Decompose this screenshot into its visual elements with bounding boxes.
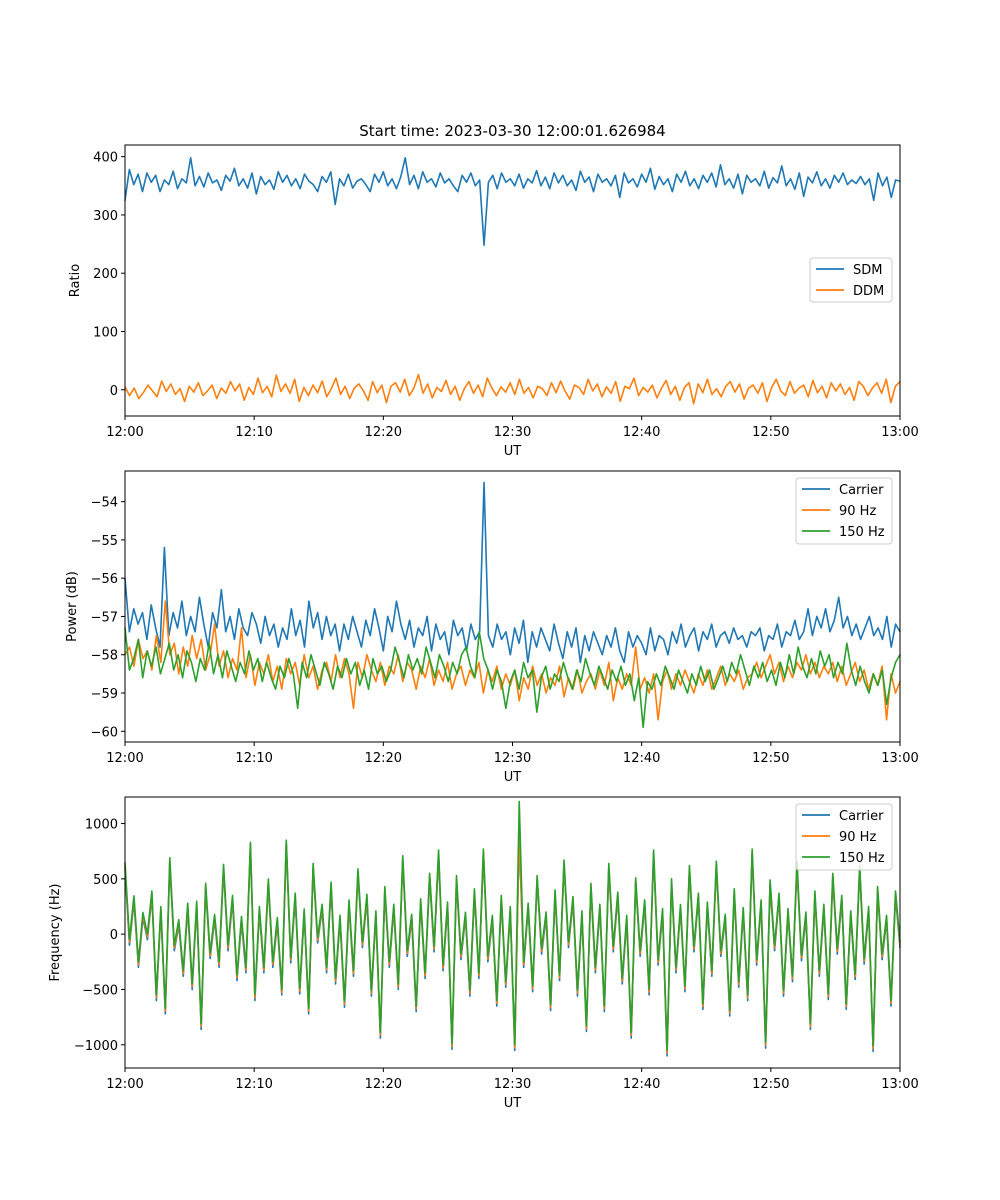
x-axis-label: UT <box>504 1096 522 1111</box>
legend-label: Carrier <box>839 483 884 498</box>
x-tick-label: 12:10 <box>235 751 272 766</box>
y-tick-label: 100 <box>93 325 118 340</box>
x-tick-label: 12:20 <box>365 425 402 440</box>
chart-title: Start time: 2023-03-30 12:00:01.626984 <box>359 122 665 140</box>
series-line-carrier <box>124 834 901 1057</box>
x-tick-label: 12:50 <box>752 425 789 440</box>
x-tick-label: 12:50 <box>752 1077 789 1092</box>
chart-panel-2: 12:00 12:10 12:20 12:30 12:40 12:50 13:00 UT −54… <box>65 470 919 785</box>
series-line-150-hz <box>124 800 901 1052</box>
x-tick-label: 12:30 <box>494 1077 531 1092</box>
legend-label: DDM <box>853 284 884 299</box>
series-line-90-hz <box>124 832 901 1054</box>
x-tick-label: 12:40 <box>623 751 660 766</box>
series-line-sdm <box>124 157 901 247</box>
legend-label: 90 Hz <box>839 830 876 845</box>
axes-frame <box>124 470 901 743</box>
x-axis-label: UT <box>504 444 522 459</box>
y-tick-label: −500 <box>82 983 118 998</box>
legend-label: SDM <box>853 263 882 278</box>
x-tick-label: 12:20 <box>365 1077 402 1092</box>
x-tick-label: 12:00 <box>106 751 143 766</box>
y-tick-label: −56 <box>91 572 118 587</box>
series-line-ddm <box>124 373 901 405</box>
axes-frame <box>124 144 901 417</box>
legend: Carrier 90 Hz 150 Hz <box>795 803 893 871</box>
x-tick-label: 12:00 <box>106 425 143 440</box>
legend-label: 90 Hz <box>839 504 876 519</box>
x-tick-label: 12:40 <box>623 1077 660 1092</box>
y-tick-label: 200 <box>93 267 118 282</box>
chart-panel-3: 12:00 12:10 12:20 12:30 12:40 12:50 13:00 UT 100… <box>48 796 919 1111</box>
x-axis-label: UT <box>504 770 522 785</box>
x-tick-label: 12:40 <box>623 425 660 440</box>
y-tick-label: 0 <box>110 928 118 943</box>
y-tick-label: 1000 <box>85 818 118 833</box>
y-tick-label: −54 <box>91 496 118 511</box>
series-line-150-hz <box>124 627 901 729</box>
legend-label: 150 Hz <box>839 525 885 540</box>
legend-label: Carrier <box>839 809 884 824</box>
y-tick-label: 300 <box>93 209 118 224</box>
y-axis-label: Power (dB) <box>65 571 80 642</box>
chart-panel-1: Start time: 2023-03-30 12:00:01.626984 12… <box>68 122 919 459</box>
x-tick-label: 12:00 <box>106 1077 143 1092</box>
y-axis-label: Frequency (Hz) <box>48 883 63 981</box>
y-axis-label: Ratio <box>68 264 83 297</box>
legend-box <box>795 803 893 871</box>
y-tick-label: 400 <box>93 151 118 166</box>
y-tick-label: −57 <box>91 610 118 625</box>
x-tick-label: 12:30 <box>494 425 531 440</box>
y-tick-label: −60 <box>91 725 118 740</box>
legend-box <box>795 477 893 545</box>
x-tick-label: 12:10 <box>235 1077 272 1092</box>
x-tick-label: 13:00 <box>881 1077 918 1092</box>
y-tick-label: 500 <box>93 873 118 888</box>
x-tick-label: 12:20 <box>365 751 402 766</box>
x-tick-label: 13:00 <box>881 751 918 766</box>
legend: SDM DDM <box>809 257 893 303</box>
y-tick-label: 0 <box>110 384 118 399</box>
y-tick-label: −1000 <box>74 1039 118 1054</box>
y-tick-label: −59 <box>91 687 118 702</box>
x-tick-label: 12:10 <box>235 425 272 440</box>
y-tick-label: −58 <box>91 649 118 664</box>
legend-label: 150 Hz <box>839 851 885 866</box>
x-tick-label: 12:50 <box>752 751 789 766</box>
x-tick-label: 13:00 <box>881 425 918 440</box>
series-line-carrier <box>124 481 901 664</box>
x-tick-label: 12:30 <box>494 751 531 766</box>
legend: Carrier 90 Hz 150 Hz <box>795 477 893 545</box>
y-tick-label: −55 <box>91 534 118 549</box>
